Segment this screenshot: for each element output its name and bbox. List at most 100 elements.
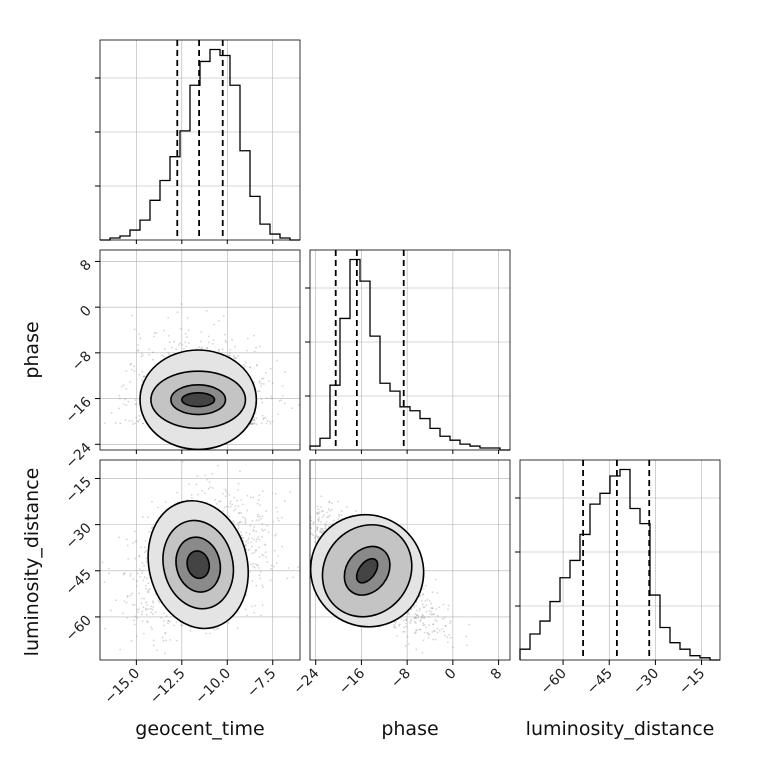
sample-point: [414, 622, 417, 624]
x-tick-label: −15.0: [102, 666, 144, 708]
sample-point: [140, 546, 142, 549]
sample-point: [448, 633, 451, 636]
sample-point: [148, 588, 151, 591]
sample-point: [294, 519, 296, 521]
sample-point: [422, 616, 424, 619]
sample-point: [437, 615, 439, 617]
sample-point: [190, 494, 193, 496]
sample-point: [126, 544, 129, 547]
sample-point: [250, 545, 253, 548]
sample-point: [438, 629, 441, 632]
hist-step-geocent_time: [100, 48, 300, 241]
sample-point: [302, 530, 304, 532]
sample-point: [173, 624, 175, 627]
sample-point: [447, 604, 450, 607]
sample-point: [199, 340, 202, 343]
sample-point: [262, 383, 265, 385]
sample-point: [433, 630, 436, 633]
hist-step-luminosity_distance: [519, 468, 720, 661]
sample-point: [253, 419, 256, 422]
sample-point: [484, 672, 486, 674]
sample-point: [173, 340, 176, 343]
sample-point: [311, 533, 313, 536]
sample-point: [261, 584, 264, 587]
sample-point: [434, 618, 437, 621]
sample-point: [354, 510, 357, 512]
sample-point: [145, 560, 148, 563]
sample-point: [258, 546, 261, 549]
sample-point: [146, 621, 149, 624]
sample-point: [415, 629, 417, 632]
sample-point: [131, 420, 134, 422]
sample-point: [141, 572, 143, 575]
panel-frame: [99, 459, 301, 661]
sample-point: [443, 616, 446, 619]
sample-point: [123, 573, 125, 576]
sample-point: [167, 622, 169, 625]
joint-panel-geocent_time-luminosity_distance: [96, 460, 300, 660]
sample-point: [428, 609, 431, 612]
sample-point: [407, 643, 410, 645]
sample-point: [265, 371, 267, 374]
sample-point: [242, 363, 245, 366]
sample-point: [156, 506, 159, 509]
sample-point: [409, 622, 411, 624]
sample-point: [413, 606, 416, 609]
sample-point: [266, 397, 268, 400]
sample-point: [253, 538, 256, 541]
sample-point: [250, 496, 252, 499]
sample-point: [96, 655, 98, 657]
sample-point: [127, 558, 130, 560]
sample-point: [148, 353, 150, 356]
sample-point: [421, 651, 424, 654]
sample-point: [282, 501, 284, 503]
sample-point: [141, 352, 144, 355]
sample-point: [258, 494, 261, 497]
sample-point: [214, 498, 217, 501]
sample-point: [138, 555, 141, 558]
sample-point: [432, 623, 435, 626]
panel-frame: [99, 39, 301, 241]
sample-point: [289, 491, 292, 493]
sample-point: [398, 624, 401, 627]
sample-point: [162, 639, 165, 642]
sample-point: [247, 537, 250, 539]
sample-point: [257, 566, 260, 569]
sample-point: [277, 519, 280, 522]
sample-point: [138, 592, 140, 595]
sample-point: [228, 352, 231, 354]
sample-point: [129, 575, 132, 577]
sample-point: [273, 565, 275, 568]
sample-point: [110, 609, 112, 612]
sample-point: [317, 518, 320, 521]
sample-point: [212, 339, 215, 342]
sample-point: [269, 422, 272, 425]
sample-point: [242, 516, 244, 519]
sample-point: [447, 641, 449, 644]
sample-point: [246, 337, 249, 340]
sample-point: [415, 609, 418, 612]
sample-point: [338, 513, 341, 516]
sample-point: [272, 520, 275, 523]
sample-point: [281, 384, 284, 387]
sample-point: [403, 630, 406, 633]
sample-point: [320, 521, 322, 523]
sample-point: [315, 512, 318, 515]
sample-point: [431, 631, 434, 633]
sample-point: [144, 375, 146, 378]
sample-point: [229, 500, 232, 503]
sample-point: [265, 422, 268, 425]
sample-point: [136, 611, 139, 613]
sample-point: [125, 404, 128, 407]
sample-point: [281, 545, 284, 548]
sample-point: [246, 494, 249, 497]
sample-point: [241, 534, 243, 537]
sample-point: [200, 331, 203, 334]
sample-point: [295, 508, 297, 510]
sample-point: [135, 635, 138, 638]
sample-point: [146, 604, 148, 607]
x-tick-label: 8: [488, 666, 506, 684]
sample-point: [167, 620, 170, 623]
sample-point: [207, 341, 210, 344]
sample-point: [244, 608, 247, 611]
